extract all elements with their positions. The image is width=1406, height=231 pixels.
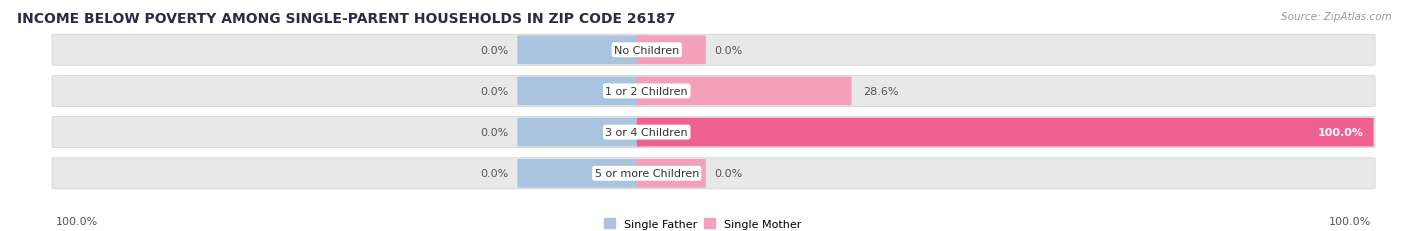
Text: 100.0%: 100.0%	[1317, 128, 1364, 137]
FancyBboxPatch shape	[52, 117, 1375, 148]
Text: 28.6%: 28.6%	[863, 87, 898, 97]
Text: INCOME BELOW POVERTY AMONG SINGLE-PARENT HOUSEHOLDS IN ZIP CODE 26187: INCOME BELOW POVERTY AMONG SINGLE-PARENT…	[17, 12, 675, 25]
Text: Source: ZipAtlas.com: Source: ZipAtlas.com	[1281, 12, 1392, 21]
Text: 3 or 4 Children: 3 or 4 Children	[606, 128, 688, 137]
FancyBboxPatch shape	[517, 36, 643, 65]
Text: 0.0%: 0.0%	[714, 46, 742, 55]
FancyBboxPatch shape	[637, 77, 852, 106]
FancyBboxPatch shape	[517, 159, 643, 188]
FancyBboxPatch shape	[517, 118, 643, 147]
FancyBboxPatch shape	[637, 36, 706, 65]
FancyBboxPatch shape	[517, 77, 643, 106]
Text: 0.0%: 0.0%	[481, 87, 509, 97]
Text: 0.0%: 0.0%	[481, 169, 509, 179]
Text: 100.0%: 100.0%	[56, 216, 98, 226]
Text: 1 or 2 Children: 1 or 2 Children	[606, 87, 688, 97]
Text: No Children: No Children	[614, 46, 679, 55]
Text: 0.0%: 0.0%	[714, 169, 742, 179]
Text: 0.0%: 0.0%	[481, 46, 509, 55]
FancyBboxPatch shape	[637, 159, 706, 188]
FancyBboxPatch shape	[52, 35, 1375, 66]
Text: 100.0%: 100.0%	[1329, 216, 1371, 226]
FancyBboxPatch shape	[637, 118, 1374, 147]
FancyBboxPatch shape	[52, 76, 1375, 107]
FancyBboxPatch shape	[52, 158, 1375, 189]
Text: 0.0%: 0.0%	[481, 128, 509, 137]
Text: 5 or more Children: 5 or more Children	[595, 169, 699, 179]
Legend: Single Father, Single Mother: Single Father, Single Mother	[605, 219, 801, 229]
